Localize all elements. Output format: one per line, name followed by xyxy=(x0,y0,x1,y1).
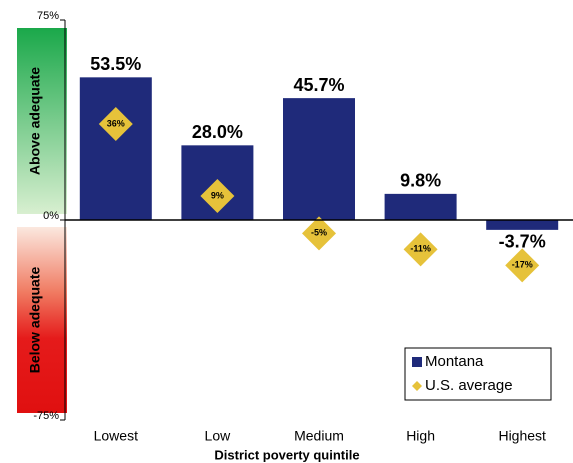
bar xyxy=(486,220,559,230)
diamond-marker xyxy=(200,179,235,213)
x-axis-title: District poverty quintile xyxy=(214,447,359,462)
value-label: 9.8% xyxy=(400,171,441,191)
value-label: 45.7% xyxy=(293,75,344,95)
value-label: 53.5% xyxy=(90,54,141,74)
legend-box xyxy=(404,347,552,401)
diamond-marker xyxy=(505,248,540,283)
below-band xyxy=(17,227,67,413)
y-tick-label: -75% xyxy=(33,410,59,422)
bar xyxy=(384,193,457,220)
value-label: -5% xyxy=(311,228,327,238)
x-tick-label: High xyxy=(406,428,435,444)
diamond-marker xyxy=(403,232,438,267)
annotation: Below adequate xyxy=(27,267,43,374)
bar xyxy=(283,98,355,220)
diamond-marker xyxy=(302,216,336,251)
value-label: -3.7% xyxy=(499,232,546,252)
value-label: 9% xyxy=(211,190,224,200)
x-tick-label: Low xyxy=(205,428,232,444)
value-label: -17% xyxy=(512,260,533,270)
legend-label: Montana xyxy=(425,353,484,370)
x-tick-label: Highest xyxy=(498,428,546,444)
y-tick-label: 0% xyxy=(43,210,59,222)
legend-swatch xyxy=(412,381,422,391)
value-label: 28.0% xyxy=(192,122,243,142)
y-tick-label: 75% xyxy=(37,10,59,22)
value-label: -11% xyxy=(410,244,431,254)
annotation: Above adequate xyxy=(27,67,43,175)
x-tick-label: Lowest xyxy=(94,428,138,444)
bar xyxy=(79,77,152,220)
legend-swatch xyxy=(412,357,422,367)
diamond-marker xyxy=(98,107,133,141)
value-label: 36% xyxy=(107,118,125,128)
legend-label: U.S. average xyxy=(425,377,513,394)
above-band xyxy=(17,28,67,214)
x-tick-label: Medium xyxy=(294,428,344,444)
